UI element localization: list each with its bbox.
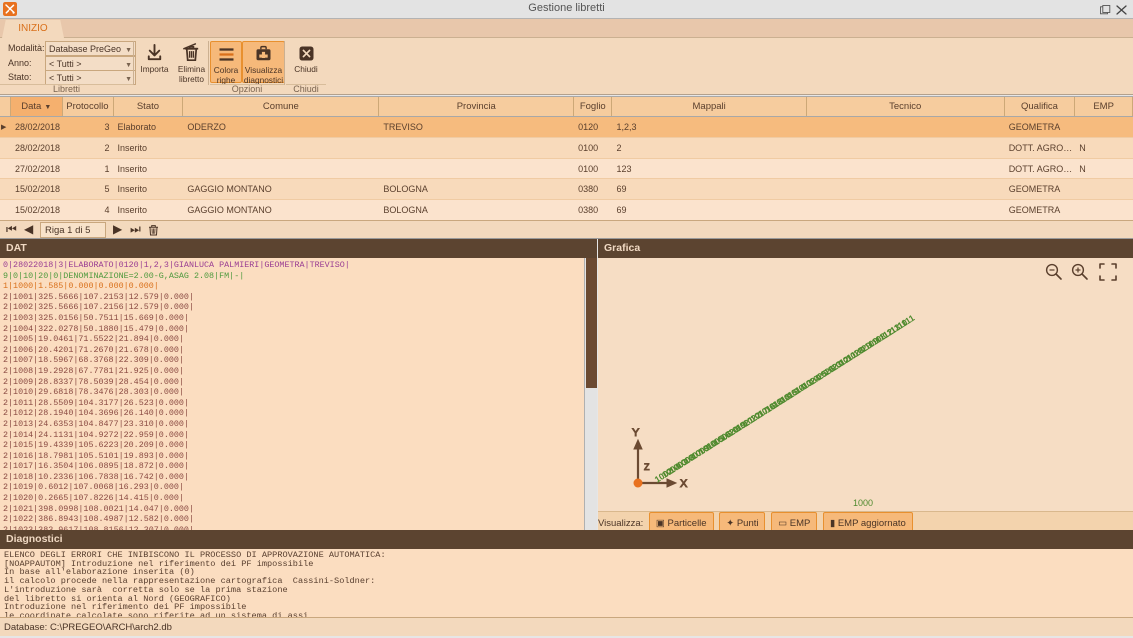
svg-text:1111: 1111: [896, 313, 917, 331]
